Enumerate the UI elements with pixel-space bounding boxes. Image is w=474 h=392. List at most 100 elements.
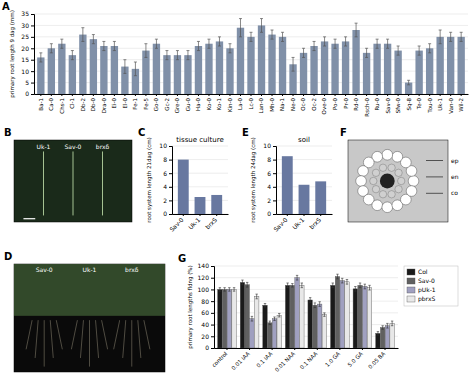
panel-label: A [2,1,10,12]
error-bar [377,332,379,336]
error-bar [346,279,348,284]
bar [37,57,44,94]
tick-label: brxS [204,216,219,231]
schematic-label: ep [451,157,459,165]
schematic-label: Sav-0 [36,266,53,273]
tick-mark [135,94,136,96]
bar [331,44,338,94]
tick-mark [385,348,386,350]
bar [315,181,326,214]
error-bar [123,60,126,74]
tick: Lc-0 [248,94,254,110]
error-bar [241,280,243,285]
tick: 6 [267,170,276,177]
error-bar [113,41,116,50]
tick: 4 [267,183,276,190]
tick: Sav-0 [385,94,391,113]
legend-label: pUk-1 [418,286,436,294]
tick-label: Tou-0 [427,98,433,114]
tick-mark [398,94,399,96]
tick-label: Db-2 [80,98,86,111]
bar [285,285,290,348]
tick-label: 5.0 GA [346,350,364,368]
tick-label: Te-0 [416,98,422,111]
legend-label: Sav-0 [418,277,435,284]
tick: Sav-0 [168,214,185,233]
tick-mark [293,94,294,96]
tick-mark [366,94,367,96]
tick-label: 40 [201,321,209,328]
tick: brxS [308,214,323,230]
tick-label: Dra-0 [101,98,107,114]
tick-mark [249,348,250,350]
schematic-cell [388,164,395,171]
tick-mark [103,94,104,96]
plot-area [37,19,465,94]
tick-mark [440,94,441,96]
legend-swatch [407,296,415,302]
tick: Fe-5 [143,94,149,110]
tick-label: 140 [198,262,210,269]
schematic-cell [372,200,383,211]
tick-label: Wil-2 [458,98,464,112]
tick-label: Ei-0 [111,98,117,109]
tick-label: Ne-0 [290,98,296,111]
bar [282,156,293,214]
tick: 120 [198,274,214,281]
panel: 020406080100120140control0.01 IAA0.1 IAA… [187,262,458,373]
tick: Ove-0 [321,94,327,114]
tick-mark [229,94,230,96]
panel-label: G [178,253,186,264]
bar [352,30,359,94]
error-bar [81,28,84,42]
tick-mark [114,94,115,96]
error-bar [355,23,358,37]
bar [58,44,65,94]
bar [300,285,305,348]
tick-mark [211,289,214,290]
tick-label: Van-0 [448,98,454,114]
tick-label: 0.01 IAA [230,350,251,371]
tick-mark [335,94,336,96]
tick-mark [211,278,214,279]
legend-label: Col [418,268,428,275]
tick-mark [31,94,34,95]
error-bar [359,283,361,288]
bar [394,51,401,94]
bar [457,37,464,94]
tick: Uk-1 [291,214,306,231]
tick-label: 25 [21,33,29,40]
bar [100,46,107,94]
tick: Sq-8 [406,94,413,110]
bar [322,315,327,348]
error-bar [439,30,442,44]
tick-mark [461,94,462,96]
error-bar [228,44,231,53]
schematic-root [35,320,38,358]
bar [313,305,318,348]
legend-swatch [407,287,415,293]
error-bar [364,284,366,289]
bar [308,300,313,348]
tick-label: Po-0 [332,98,338,111]
bar [380,328,385,349]
tick: Lan-0 [258,94,264,113]
error-bar [368,285,370,290]
y-axis: 0246810 [263,142,276,217]
error-bar [302,48,305,57]
schematic: Sav-0Uk-1brxδ [14,264,165,372]
schematic-background [14,264,165,372]
error-bar [219,288,221,292]
tick-mark [362,348,363,350]
tick-label: Cl-1 [69,98,75,109]
schematic-root [96,320,99,358]
tick-label: 0.1 IAA [255,350,273,368]
tick-mark [339,348,340,350]
tick: Fe-1 [132,94,138,110]
error-bar [291,284,293,288]
tick-mark [261,94,262,96]
tick-label: Fe-5 [143,98,149,110]
axis-line [273,147,277,215]
tick-mark [198,94,199,96]
tick: 8 [267,156,276,163]
